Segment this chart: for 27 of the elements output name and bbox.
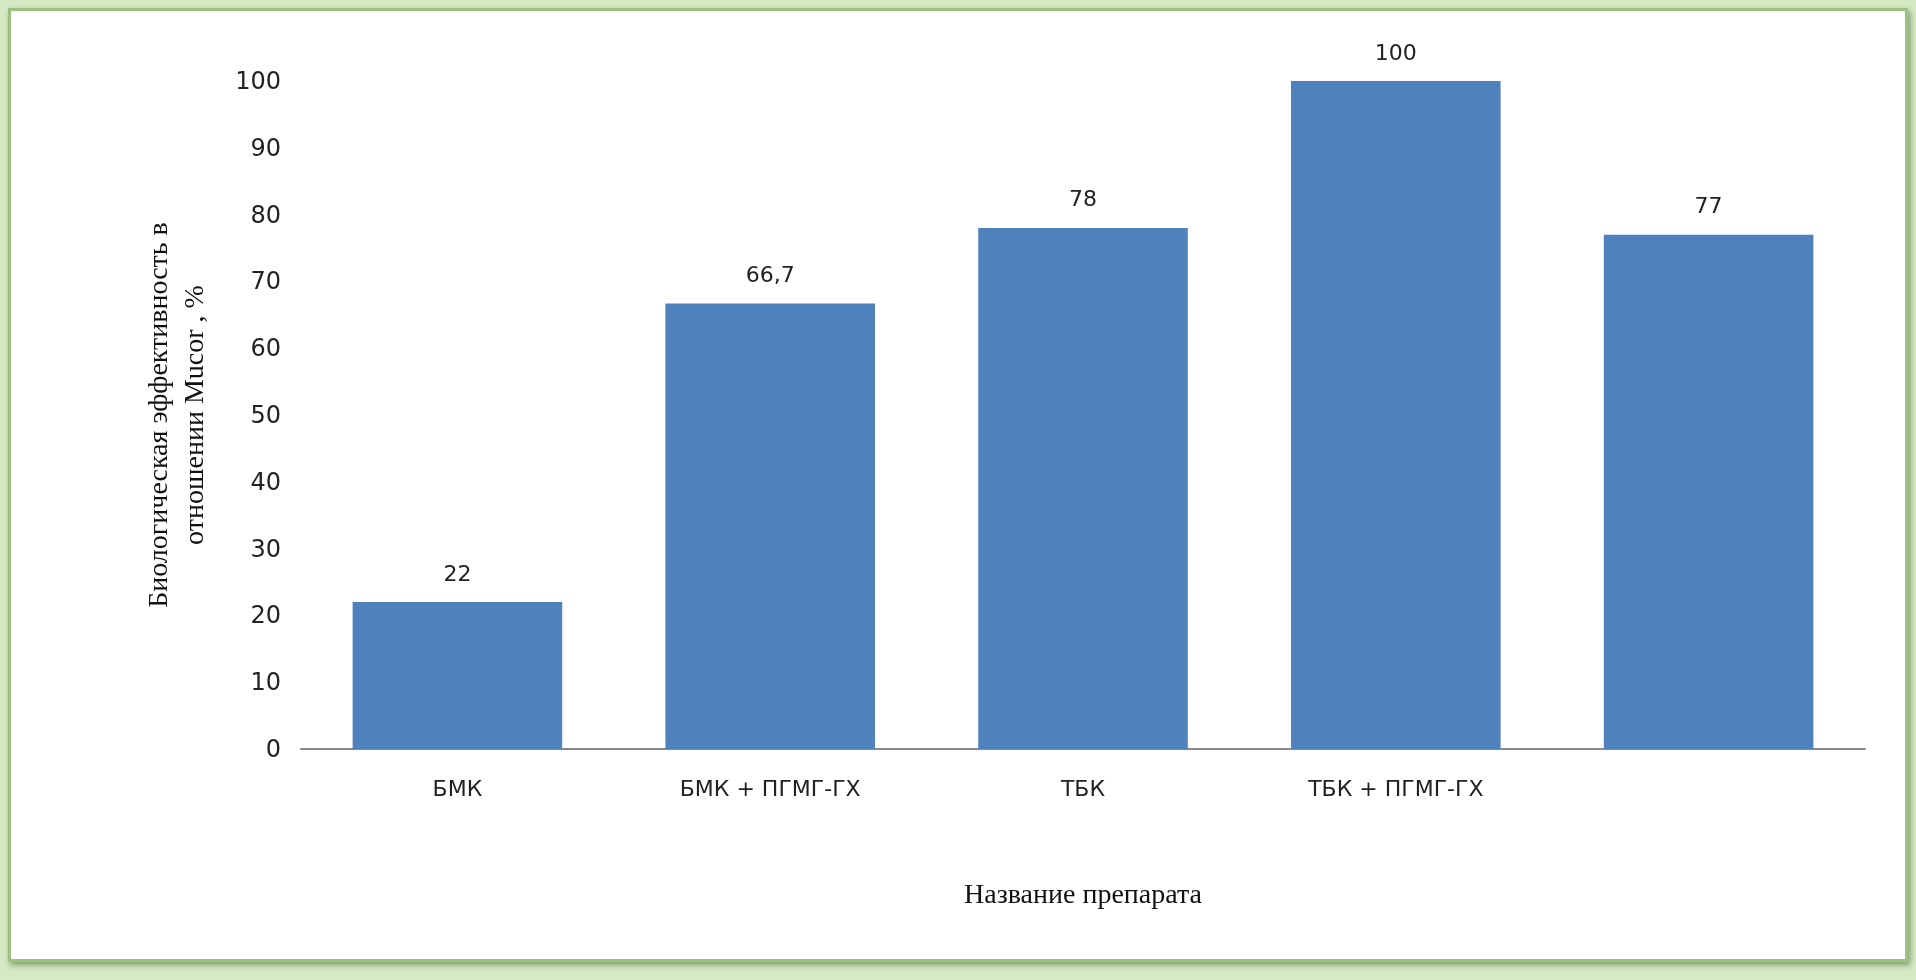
- y-tick-label: 50: [250, 401, 281, 429]
- bar: [665, 303, 875, 749]
- data-label: 66,7: [745, 261, 795, 287]
- bar: [1291, 81, 1501, 749]
- data-label: 22: [443, 560, 472, 586]
- data-label: 100: [1374, 39, 1417, 65]
- bar: [1603, 234, 1814, 749]
- y-tick-label: 40: [250, 467, 281, 496]
- bar: [978, 227, 1188, 749]
- y-tick-label: 20: [250, 601, 281, 630]
- bar: [352, 602, 563, 749]
- y-tick-label: 60: [250, 334, 281, 363]
- y-tick-label: 70: [250, 267, 281, 296]
- data-label: 78: [1069, 186, 1097, 212]
- y-tick-label: 100: [235, 67, 281, 95]
- x-tick-label: БМК: [432, 775, 483, 801]
- x-tick-label: ТБК + ПГМГ-ГХ: [1307, 775, 1484, 801]
- y-axis-title: Биологическая эффективность в отношении Mucor , %: [141, 222, 209, 608]
- y-tick-label: 30: [250, 534, 281, 563]
- x-axis-title: Название препарата: [964, 877, 1203, 909]
- y-tick-label: 10: [250, 668, 281, 697]
- y-tick-label: 0: [265, 735, 281, 763]
- y-tick-label: 90: [250, 133, 281, 162]
- data-label: 77: [1694, 193, 1723, 219]
- y-tick-label: 80: [250, 200, 281, 229]
- x-tick-label: БМК + ПГМГ-ГХ: [679, 775, 861, 801]
- x-tick-label: ТБК: [1059, 775, 1106, 801]
